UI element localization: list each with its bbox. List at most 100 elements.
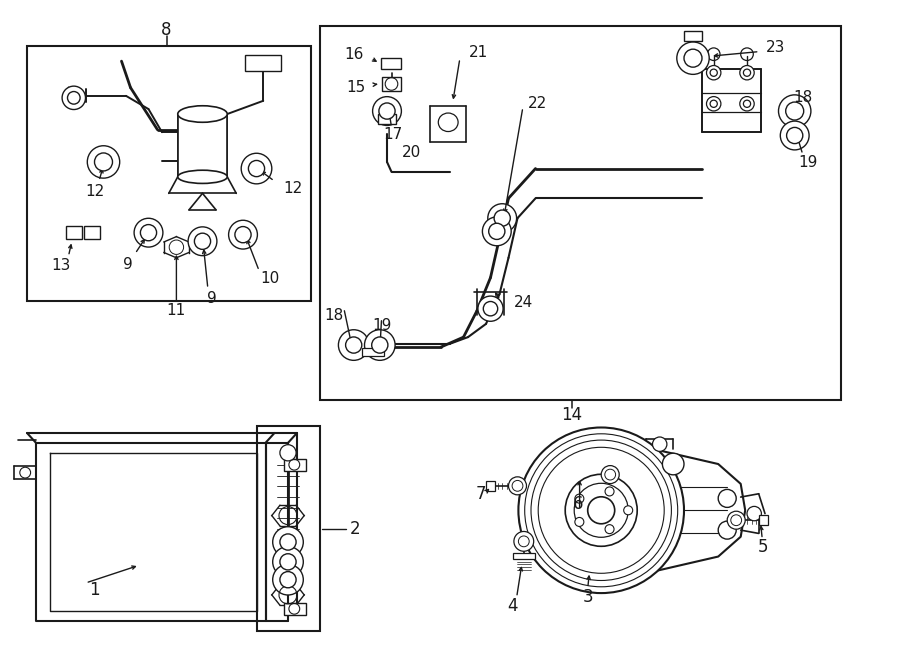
Circle shape [478, 296, 503, 321]
Text: 13: 13 [51, 258, 71, 273]
Bar [486, 481, 495, 491]
Circle shape [652, 437, 667, 451]
Text: 6: 6 [572, 494, 583, 513]
Circle shape [482, 217, 511, 246]
Circle shape [273, 564, 303, 595]
Circle shape [194, 233, 211, 249]
Circle shape [229, 220, 257, 249]
Text: 7: 7 [475, 485, 486, 504]
Circle shape [379, 103, 395, 119]
Text: 1: 1 [89, 580, 100, 599]
Bar [284, 459, 306, 471]
Circle shape [514, 531, 534, 551]
Ellipse shape [178, 106, 227, 122]
Bar [27, 46, 310, 301]
Circle shape [372, 337, 388, 353]
Bar [362, 348, 384, 356]
Circle shape [706, 65, 721, 80]
Text: 4: 4 [508, 597, 518, 615]
Text: 11: 11 [166, 303, 185, 318]
Text: 23: 23 [766, 40, 786, 55]
Text: 20: 20 [401, 145, 421, 160]
Circle shape [280, 445, 296, 461]
Bar [256, 426, 320, 631]
Bar [320, 26, 842, 400]
Text: 17: 17 [383, 127, 403, 141]
Circle shape [786, 102, 804, 120]
Circle shape [280, 554, 296, 570]
Circle shape [134, 218, 163, 247]
Circle shape [273, 547, 303, 577]
Text: 12: 12 [283, 181, 302, 196]
Circle shape [718, 521, 736, 539]
Circle shape [743, 69, 751, 76]
Text: 9: 9 [207, 292, 216, 306]
Circle shape [94, 153, 112, 171]
Text: 24: 24 [514, 295, 534, 309]
Circle shape [68, 91, 80, 104]
Circle shape [280, 534, 296, 550]
Circle shape [706, 97, 721, 111]
Bar [178, 114, 227, 176]
Circle shape [740, 65, 754, 80]
Circle shape [605, 487, 614, 496]
Circle shape [565, 475, 637, 546]
Circle shape [494, 210, 510, 226]
Circle shape [605, 525, 614, 533]
Circle shape [241, 153, 272, 184]
Text: 8: 8 [161, 20, 172, 39]
Circle shape [235, 227, 251, 243]
Circle shape [364, 330, 395, 360]
Bar [66, 226, 82, 239]
Circle shape [787, 128, 803, 143]
Text: 15: 15 [346, 81, 365, 95]
Text: 5: 5 [758, 538, 769, 557]
Text: 18: 18 [793, 90, 813, 104]
Circle shape [273, 527, 303, 557]
Text: 2: 2 [350, 520, 361, 538]
Circle shape [373, 97, 401, 126]
Circle shape [710, 100, 717, 107]
Circle shape [718, 489, 736, 508]
Circle shape [624, 506, 633, 515]
Circle shape [489, 223, 505, 239]
Text: 18: 18 [324, 309, 344, 323]
Circle shape [140, 225, 157, 241]
Circle shape [338, 330, 369, 360]
Circle shape [518, 428, 684, 593]
Circle shape [601, 465, 619, 484]
Circle shape [188, 227, 217, 256]
Text: 12: 12 [85, 184, 104, 199]
Circle shape [62, 86, 86, 110]
Circle shape [743, 100, 751, 107]
Text: 19: 19 [373, 319, 392, 333]
Circle shape [740, 97, 754, 111]
Ellipse shape [438, 113, 458, 132]
Circle shape [677, 42, 709, 75]
Circle shape [488, 204, 517, 233]
Bar [378, 114, 396, 124]
Bar [245, 55, 281, 71]
Bar [84, 226, 100, 239]
Circle shape [483, 301, 498, 316]
Circle shape [87, 145, 120, 178]
Text: 19: 19 [798, 155, 818, 170]
Circle shape [575, 494, 584, 503]
Circle shape [575, 518, 584, 526]
Bar [759, 515, 768, 525]
Text: 22: 22 [527, 97, 547, 111]
Bar [513, 553, 535, 559]
Text: 9: 9 [123, 257, 132, 272]
Circle shape [747, 506, 761, 521]
Circle shape [588, 497, 615, 524]
Bar [284, 603, 306, 615]
Circle shape [780, 121, 809, 150]
Text: 3: 3 [582, 588, 593, 606]
Text: 14: 14 [561, 406, 582, 424]
Bar [684, 31, 702, 41]
Text: 21: 21 [469, 46, 489, 60]
Circle shape [248, 161, 265, 176]
Text: 16: 16 [344, 47, 364, 61]
Circle shape [684, 49, 702, 67]
Circle shape [346, 337, 362, 353]
